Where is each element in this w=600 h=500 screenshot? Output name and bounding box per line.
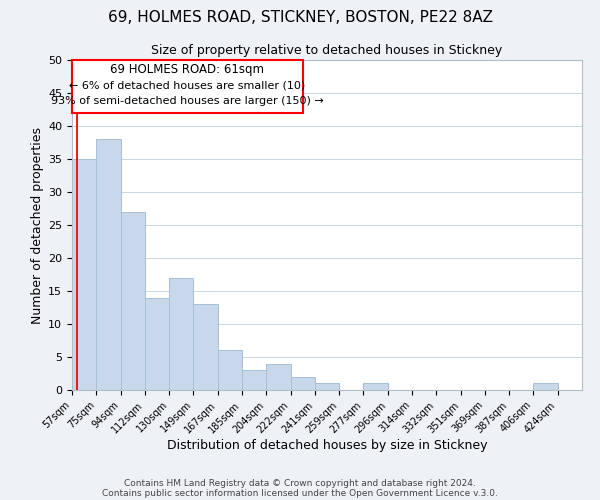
Y-axis label: Number of detached properties: Number of detached properties [31, 126, 44, 324]
Text: 93% of semi-detached houses are larger (150) →: 93% of semi-detached houses are larger (… [51, 96, 324, 106]
Bar [364, 384, 388, 390]
Bar [242, 370, 266, 390]
Text: 69 HOLMES ROAD: 61sqm: 69 HOLMES ROAD: 61sqm [110, 64, 265, 76]
Bar [193, 304, 218, 390]
Title: Size of property relative to detached houses in Stickney: Size of property relative to detached ho… [151, 44, 503, 58]
Bar [121, 212, 145, 390]
Bar [72, 159, 96, 390]
Bar [315, 384, 339, 390]
Bar [533, 384, 558, 390]
Text: 69, HOLMES ROAD, STICKNEY, BOSTON, PE22 8AZ: 69, HOLMES ROAD, STICKNEY, BOSTON, PE22 … [107, 10, 493, 25]
Bar [169, 278, 193, 390]
Bar [145, 298, 169, 390]
Bar [266, 364, 290, 390]
Bar [290, 377, 315, 390]
Text: Contains HM Land Registry data © Crown copyright and database right 2024.: Contains HM Land Registry data © Crown c… [124, 478, 476, 488]
Bar [96, 139, 121, 390]
Bar [72, 60, 303, 113]
Text: ← 6% of detached houses are smaller (10): ← 6% of detached houses are smaller (10) [69, 80, 305, 90]
Text: Contains public sector information licensed under the Open Government Licence v.: Contains public sector information licen… [102, 488, 498, 498]
Bar [218, 350, 242, 390]
X-axis label: Distribution of detached houses by size in Stickney: Distribution of detached houses by size … [167, 439, 487, 452]
